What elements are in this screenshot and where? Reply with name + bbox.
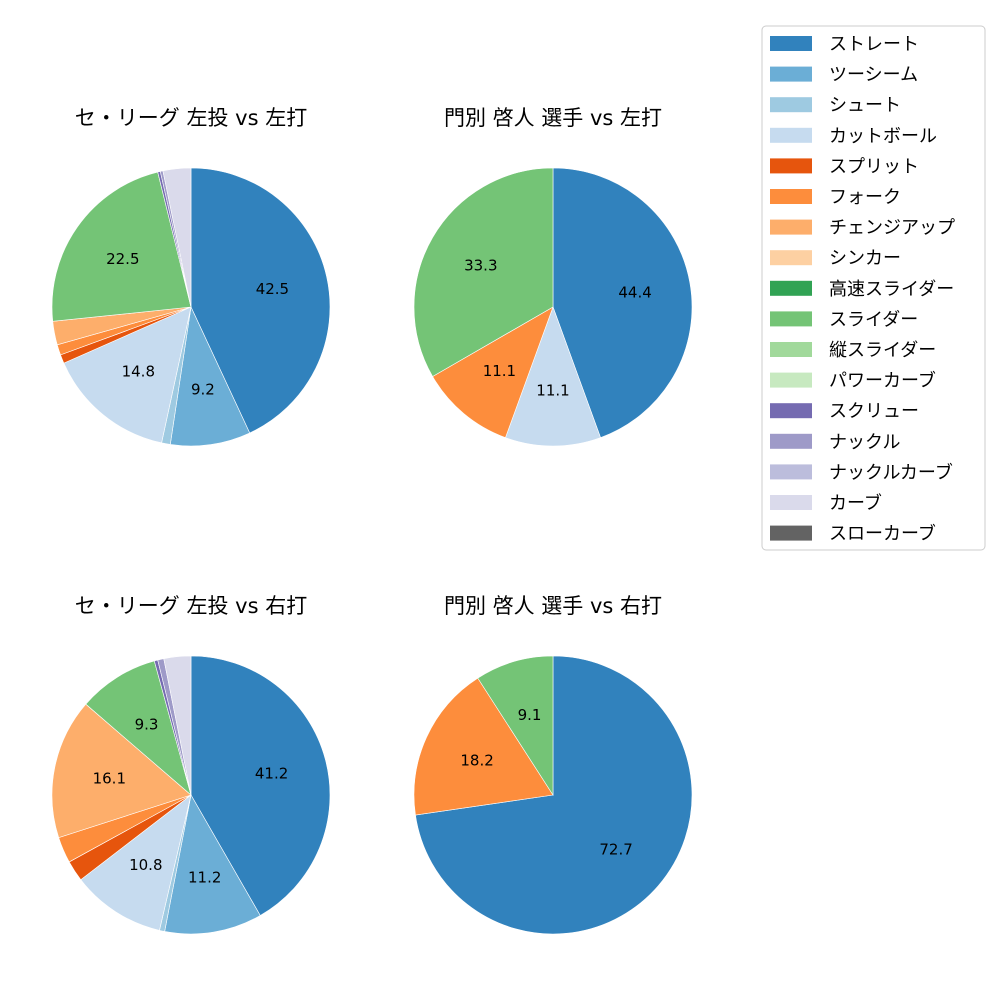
pie-panel-4: 門別 啓人 選手 vs 右打 72.7 18.2 9.1 (413, 594, 693, 935)
legend-swatch (770, 495, 812, 510)
pie-panel-3: セ・リーグ 左投 vs 右打 41.2 11.2 10.8 16.1 9.3 (51, 594, 331, 935)
pie-slice-label: 33.3 (464, 256, 497, 274)
pie-slice-label: 42.5 (256, 280, 289, 298)
legend-label: パワーカーブ (829, 370, 936, 392)
legend-swatch (770, 250, 812, 266)
pie-slice-label: 44.4 (618, 284, 651, 302)
legend-swatch (770, 311, 812, 327)
pie-slice (51, 171, 192, 322)
pie-slice (505, 306, 601, 447)
pie-slice (162, 167, 192, 308)
pie-slice-label: 9.1 (518, 706, 542, 724)
pie-title: セ・リーグ 左投 vs 右打 (75, 594, 307, 618)
pie-slice (413, 677, 554, 816)
legend-swatch (770, 158, 812, 174)
pie-slices: 42.5 9.2 14.8 22.5 (51, 167, 331, 447)
legend-swatch (770, 464, 812, 480)
pie-slice-label: 16.1 (93, 769, 126, 787)
pie-title: 門別 啓人 選手 vs 右打 (444, 594, 662, 618)
pie-panel-2: 門別 啓人 選手 vs 左打 44.4 11.1 11.1 33.3 (413, 106, 693, 447)
legend-swatch (770, 36, 812, 51)
pie-slice (164, 794, 261, 935)
pie-panel-1: セ・リーグ 左投 vs 左打 42.5 9.2 14.8 22.5 (51, 106, 331, 447)
pie-slice-label: 10.8 (129, 856, 162, 874)
pie-slice (413, 167, 554, 377)
legend-label: ツーシーム (829, 65, 918, 86)
legend-label: ストレート (829, 34, 919, 55)
pie-slices: 44.4 11.1 11.1 33.3 (413, 167, 693, 447)
legend-label: 縦スライダー (829, 340, 936, 361)
pie-slices: 41.2 11.2 10.8 16.1 9.3 (51, 655, 331, 935)
pie-slice (51, 703, 192, 838)
pie-title: セ・リーグ 左投 vs 左打 (75, 106, 307, 130)
legend-label: カーブ (829, 492, 882, 514)
legend-swatch (770, 219, 812, 235)
legend-label: 高速スライダー (829, 279, 954, 300)
pie-slice (80, 794, 192, 931)
pie-slice-label: 22.5 (106, 250, 139, 268)
pie-slice (163, 655, 192, 796)
pie-slice (432, 306, 554, 439)
legend-swatch (770, 127, 812, 143)
legend-items: ストレートツーシームシュートカットボールスプリットフォークチェンジアップシンカー… (770, 34, 955, 545)
pie-slice (169, 305, 251, 447)
legend-swatch (770, 433, 812, 449)
legend-swatch (770, 403, 812, 419)
pie-slice-label: 9.3 (135, 716, 159, 734)
legend-label: スローカーブ (829, 523, 936, 545)
legend-swatch (770, 342, 812, 357)
pie-slices: 72.7 18.2 9.1 (413, 655, 693, 935)
legend-label: フォーク (829, 187, 901, 208)
pie-slice (552, 167, 693, 439)
pie-slice (190, 167, 331, 434)
legend-swatch (770, 66, 812, 82)
legend-label: チェンジアップ (829, 218, 955, 239)
legend-label: ナックル (829, 432, 900, 453)
legend: ストレートツーシームシュートカットボールスプリットフォークチェンジアップシンカー… (761, 25, 986, 551)
pie-slice (85, 660, 192, 796)
legend-swatch (770, 525, 812, 541)
pie-slice-label: 9.2 (191, 381, 215, 399)
pie-slice-label: 18.2 (460, 751, 493, 769)
legend-label: カットボール (829, 126, 937, 147)
legend-swatch (770, 189, 812, 204)
pie-slice-label: 11.1 (483, 362, 516, 380)
pie-slice-label: 11.1 (536, 381, 569, 399)
pie-slice (63, 306, 192, 444)
pie-slice-label: 11.2 (188, 868, 221, 886)
legend-label: ナックルカーブ (829, 461, 953, 483)
legend-swatch (770, 280, 812, 296)
pie-slice-label: 41.2 (255, 765, 288, 783)
pie-title: 門別 啓人 選手 vs 左打 (444, 106, 662, 130)
legend-frame (761, 25, 986, 551)
pie-slice-label: 72.7 (599, 841, 632, 859)
pie-slice (477, 655, 554, 797)
pie-slice (190, 655, 331, 916)
pie-slice-label: 14.8 (122, 363, 155, 381)
legend-label: シンカー (829, 248, 901, 269)
legend-label: スライダー (829, 309, 918, 330)
legend-label: スプリット (829, 156, 919, 177)
legend-label: スクリュー (829, 401, 919, 422)
legend-label: シュート (829, 95, 901, 116)
legend-swatch (770, 372, 812, 388)
pie-slice (415, 655, 693, 935)
legend-swatch (770, 97, 812, 113)
